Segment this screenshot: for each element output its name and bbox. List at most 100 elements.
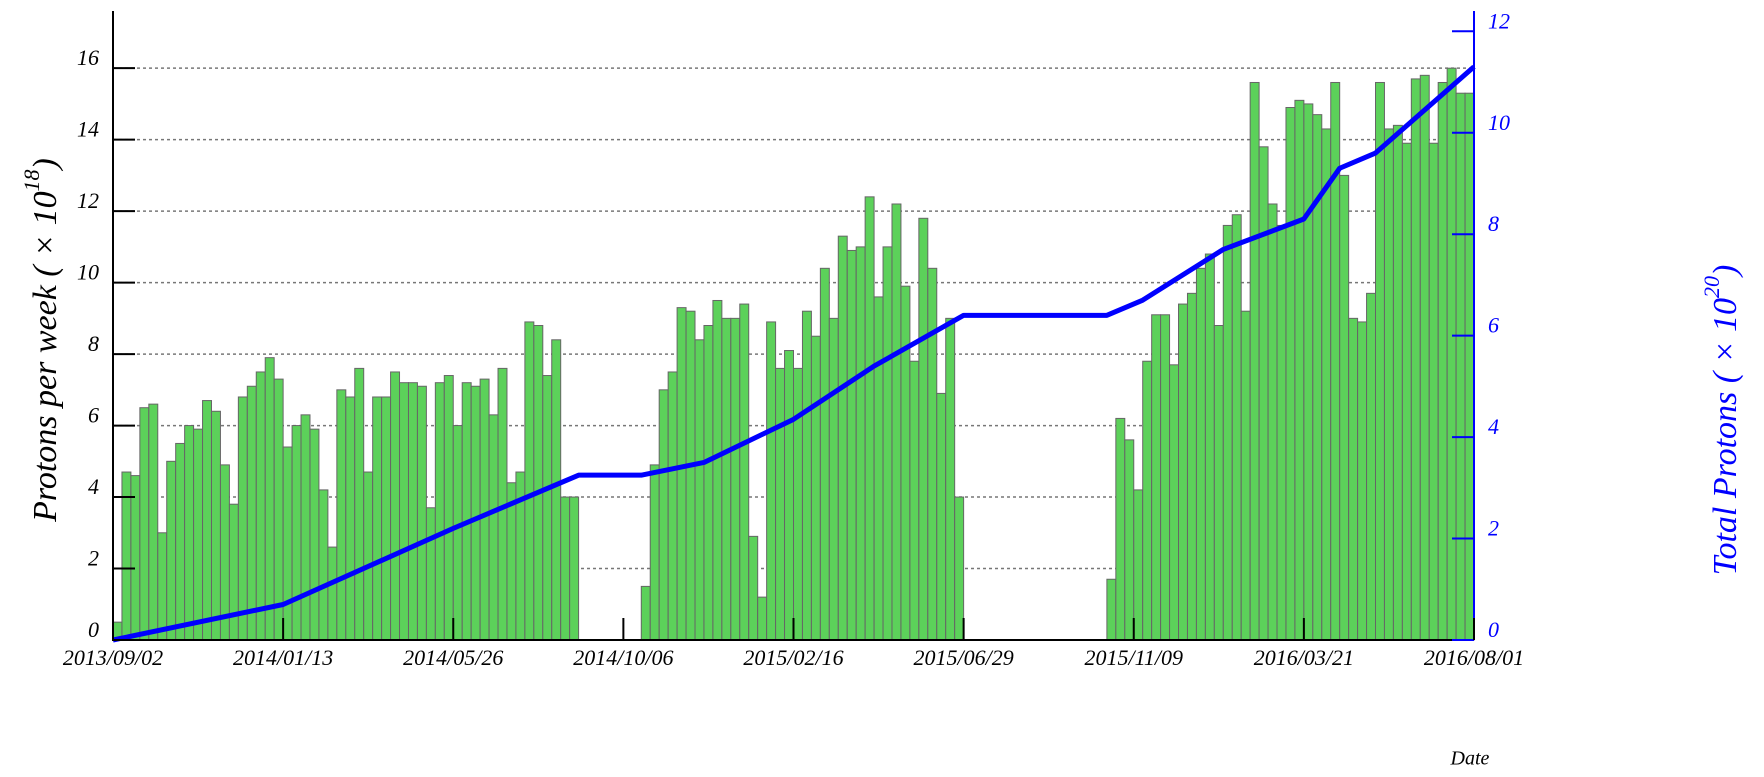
bar <box>1383 128 1394 641</box>
bar <box>1446 67 1457 641</box>
bar <box>327 546 338 641</box>
bar <box>175 442 186 641</box>
bar <box>810 335 821 641</box>
bar <box>1401 142 1412 641</box>
bar <box>828 317 839 641</box>
bar <box>443 375 454 641</box>
bar <box>1303 103 1314 641</box>
bar <box>237 396 248 641</box>
cumulative-line <box>112 64 1476 643</box>
bar <box>846 249 857 641</box>
bar <box>721 317 732 641</box>
bar <box>210 410 221 641</box>
bar <box>685 310 696 641</box>
bar <box>524 321 535 641</box>
bar <box>855 246 866 641</box>
bar <box>300 414 311 641</box>
y2-tick-label: 0 <box>1488 617 1499 642</box>
bar <box>936 392 947 641</box>
bar <box>461 382 472 641</box>
bar <box>1410 78 1421 641</box>
y-tick-label: 0 <box>88 617 99 642</box>
bar <box>694 339 705 641</box>
bar <box>703 325 714 641</box>
bar <box>882 246 893 641</box>
bar <box>309 428 320 641</box>
bar <box>793 367 803 641</box>
bar <box>873 296 884 641</box>
bar <box>425 507 436 641</box>
bar <box>282 446 293 641</box>
bar <box>407 382 418 641</box>
bar <box>246 385 257 641</box>
bar <box>264 357 275 641</box>
bar <box>1437 81 1448 641</box>
bar <box>1339 174 1350 641</box>
y2-label-sup: 20 <box>1699 276 1724 298</box>
bar <box>927 267 938 641</box>
x-tick-label: 2016/08/01 <box>1424 645 1524 670</box>
bar <box>1133 489 1144 641</box>
bar <box>757 596 768 641</box>
y2-tick-label: 4 <box>1488 414 1499 439</box>
bar <box>184 425 195 641</box>
bar <box>488 414 499 641</box>
bar <box>381 396 392 641</box>
y-axis-label: Protons per week ( × 1018) <box>19 158 64 523</box>
y2-tick-label: 2 <box>1488 516 1499 541</box>
bar <box>1249 81 1260 641</box>
bar <box>372 396 383 641</box>
bar <box>1142 360 1153 641</box>
bar <box>363 471 374 641</box>
y2-tick-label: 12 <box>1488 8 1510 33</box>
x-tick-label: 2015/06/29 <box>914 645 1014 670</box>
bar <box>399 382 409 641</box>
bar <box>1294 99 1305 641</box>
x-tick-label: 2014/10/06 <box>573 645 673 670</box>
bar <box>193 428 204 641</box>
y2-axis-label: Total Protons ( × 1020) <box>1699 265 1744 576</box>
y2-tick-label: 6 <box>1488 313 1499 338</box>
bar <box>148 403 159 641</box>
bar <box>1115 417 1126 641</box>
bar <box>202 400 212 641</box>
bar <box>1231 214 1242 641</box>
x-tick-label: 2014/01/13 <box>233 645 333 670</box>
bar <box>1186 292 1197 641</box>
y-tick-label: 14 <box>77 117 99 142</box>
bar <box>345 396 356 641</box>
bar <box>891 203 902 641</box>
bar <box>390 371 401 641</box>
bar <box>954 496 965 641</box>
bar <box>909 360 920 641</box>
bar <box>1285 106 1296 641</box>
bar <box>569 496 580 641</box>
bar <box>766 321 777 641</box>
x-tick-label: 2013/09/02 <box>63 645 163 670</box>
bar <box>667 371 678 641</box>
bar <box>837 235 848 641</box>
bar <box>336 389 347 641</box>
y-tick-label: 12 <box>77 188 99 213</box>
bar <box>1357 321 1368 641</box>
bar <box>1455 92 1466 641</box>
x-tick-label: 2016/03/21 <box>1254 645 1354 670</box>
bar <box>1419 74 1430 641</box>
bar <box>542 375 553 641</box>
x-tick-label: 2015/02/16 <box>743 645 843 670</box>
y-label-end: ) <box>27 158 64 171</box>
bar <box>273 378 284 641</box>
bar <box>291 425 302 641</box>
bar <box>1375 81 1385 641</box>
y-label-text: Protons per week ( × 10 <box>27 191 64 522</box>
bar <box>479 378 490 641</box>
y2-tick-label: 10 <box>1488 110 1510 135</box>
bar <box>1169 364 1180 641</box>
y-tick-label: 4 <box>88 474 99 499</box>
x-tick-label: 2014/05/26 <box>403 645 503 670</box>
bar <box>157 532 168 641</box>
bar <box>1160 314 1171 641</box>
bar <box>1178 303 1188 641</box>
bar <box>775 367 786 641</box>
